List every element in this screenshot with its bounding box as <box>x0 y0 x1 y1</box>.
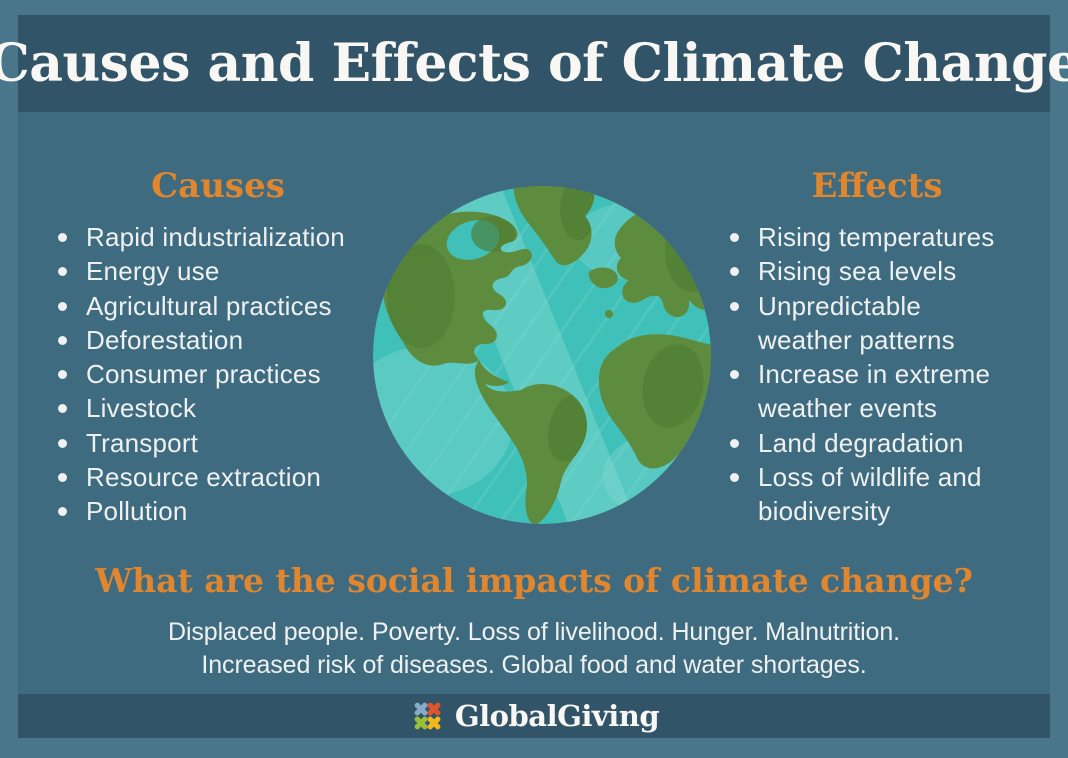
list-item: Consumer practices <box>44 357 392 391</box>
list-item-text: Land degradation <box>758 427 964 458</box>
social-impacts-line2: Increased risk of diseases. Global food … <box>201 651 867 679</box>
list-item-text: Loss of wildlife and biodiversity <box>758 462 982 527</box>
globalgiving-logo-icon <box>414 702 441 729</box>
list-item: Rapid industrialization <box>44 220 392 254</box>
list-item-text: Agricultural practices <box>86 290 332 321</box>
causes-section: Causes Rapid industrialization Energy use… <box>44 164 392 529</box>
bullet-dot <box>730 370 739 380</box>
causes-list: Rapid industrialization Energy use Agricul… <box>44 220 392 529</box>
list-item-text: Rising sea levels <box>758 256 957 287</box>
list-item-text: Rapid industrialization <box>86 222 345 252</box>
social-impacts-text: Displaced people. Poverty. Loss of livel… <box>18 616 1050 682</box>
bullet-dot <box>730 301 739 311</box>
title-bar: Causes and Effects of Climate Change <box>0 15 1068 112</box>
list-item: Loss of wildlife and biodiversity <box>716 460 1038 529</box>
bullet-dot <box>58 267 67 277</box>
bullet-dot <box>58 370 67 380</box>
list-item-text: Unpredictable weather patterns <box>758 290 955 355</box>
bullet-dot <box>730 473 739 483</box>
bullet-dot <box>58 473 67 483</box>
list-item: Resource extraction <box>44 460 392 494</box>
list-item: Increase in extreme weather events <box>716 357 1038 426</box>
list-item-text: Energy use <box>86 256 220 287</box>
effects-section: Effects Rising temperatures Rising sea le… <box>716 164 1038 529</box>
bullet-dot <box>58 507 67 517</box>
list-item: Unpredictable weather patterns <box>716 289 1038 358</box>
main-panel: Causes Rapid industrialization Energy use… <box>18 112 1050 694</box>
list-item: Livestock <box>44 391 392 425</box>
bullet-dot <box>730 267 739 277</box>
effects-heading: Effects <box>811 166 943 206</box>
list-item-text: Pollution <box>86 496 188 527</box>
bullet-dot <box>58 404 67 414</box>
list-item-text: Transport <box>86 427 199 458</box>
earth-globe-illustration <box>373 186 711 524</box>
effects-list: Rising temperatures Rising sea levels Unpr… <box>716 220 1038 529</box>
list-item: Energy use <box>44 254 392 288</box>
bullet-dot <box>730 233 739 242</box>
bullet-dot <box>58 438 67 448</box>
list-item: Rising temperatures <box>716 220 1038 254</box>
list-item-text: Livestock <box>86 393 197 424</box>
list-item-text: Deforestation <box>86 324 244 355</box>
globalgiving-wordmark: GlobalGiving <box>454 699 660 733</box>
causes-heading: Causes <box>151 166 285 206</box>
list-item-text: Resource extraction <box>86 462 322 493</box>
list-item-text: Increase in extreme weather events <box>758 359 991 424</box>
list-item: Deforestation <box>44 323 392 357</box>
list-item-text: Consumer practices <box>86 359 321 390</box>
list-item: Pollution <box>44 494 392 528</box>
bullet-dot <box>58 335 67 345</box>
social-impacts-heading: What are the social impacts of climate c… <box>95 561 973 600</box>
bullet-dot <box>58 233 67 242</box>
earth-globe-icon <box>373 186 711 524</box>
list-item: Land degradation <box>716 426 1038 460</box>
list-item: Transport <box>44 426 392 460</box>
poster-title: Causes and Effects of Climate Change <box>0 33 1068 94</box>
social-impacts-line1: Displaced people. Poverty. Loss of livel… <box>167 618 901 646</box>
bullet-dot <box>730 438 739 448</box>
list-item-text: Rising temperatures <box>758 222 995 252</box>
footer-bar: GlobalGiving <box>18 694 1050 738</box>
list-item: Agricultural practices <box>44 289 392 323</box>
list-item: Rising sea levels <box>716 254 1038 288</box>
bullet-dot <box>58 301 67 311</box>
